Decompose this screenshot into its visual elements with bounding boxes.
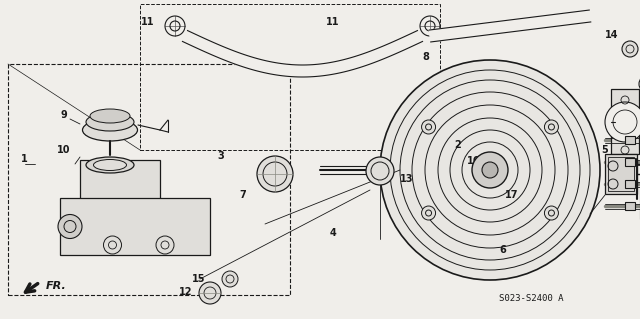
Circle shape <box>104 236 122 254</box>
Bar <box>608 157 634 191</box>
Bar <box>8 64 290 295</box>
Text: 6: 6 <box>499 245 506 256</box>
Text: 15: 15 <box>191 274 205 284</box>
Ellipse shape <box>83 119 138 141</box>
Polygon shape <box>182 31 422 77</box>
Text: 4: 4 <box>330 228 336 238</box>
Text: FR.: FR. <box>46 281 67 291</box>
Bar <box>60 198 210 255</box>
Ellipse shape <box>93 160 127 170</box>
Bar <box>80 160 160 203</box>
Circle shape <box>58 214 82 239</box>
Text: 5: 5 <box>602 145 608 155</box>
Circle shape <box>422 120 436 134</box>
Bar <box>625 158 635 166</box>
Circle shape <box>482 162 498 178</box>
Bar <box>140 4 440 150</box>
Text: 8: 8 <box>422 52 429 63</box>
Circle shape <box>199 282 221 304</box>
Bar <box>625 180 635 188</box>
Bar <box>605 154 637 194</box>
Text: 2: 2 <box>454 140 461 150</box>
Text: 10: 10 <box>57 145 71 155</box>
Circle shape <box>422 206 436 220</box>
Polygon shape <box>429 10 591 42</box>
Ellipse shape <box>86 157 134 173</box>
Text: 12: 12 <box>179 287 193 297</box>
Circle shape <box>222 271 238 287</box>
Text: 14: 14 <box>604 30 618 40</box>
Bar <box>611 89 639 154</box>
Text: S023-S2400 A: S023-S2400 A <box>499 294 563 303</box>
Ellipse shape <box>90 109 130 123</box>
Text: 17: 17 <box>505 189 519 200</box>
Text: 11: 11 <box>326 17 340 27</box>
Circle shape <box>605 102 640 142</box>
Circle shape <box>472 152 508 188</box>
Circle shape <box>257 156 293 192</box>
Circle shape <box>366 157 394 185</box>
Circle shape <box>545 206 559 220</box>
Circle shape <box>156 236 174 254</box>
Text: 9: 9 <box>61 110 67 120</box>
Text: 11: 11 <box>140 17 154 27</box>
Text: 13: 13 <box>399 174 413 184</box>
Circle shape <box>622 41 638 57</box>
Circle shape <box>545 120 559 134</box>
Text: 7: 7 <box>240 189 246 200</box>
Circle shape <box>380 60 600 280</box>
Text: 16: 16 <box>467 156 481 166</box>
Text: 1: 1 <box>21 154 28 165</box>
Bar <box>625 136 635 144</box>
Ellipse shape <box>86 113 134 131</box>
Bar <box>625 202 635 210</box>
Circle shape <box>639 75 640 93</box>
Text: 3: 3 <box>218 151 224 161</box>
